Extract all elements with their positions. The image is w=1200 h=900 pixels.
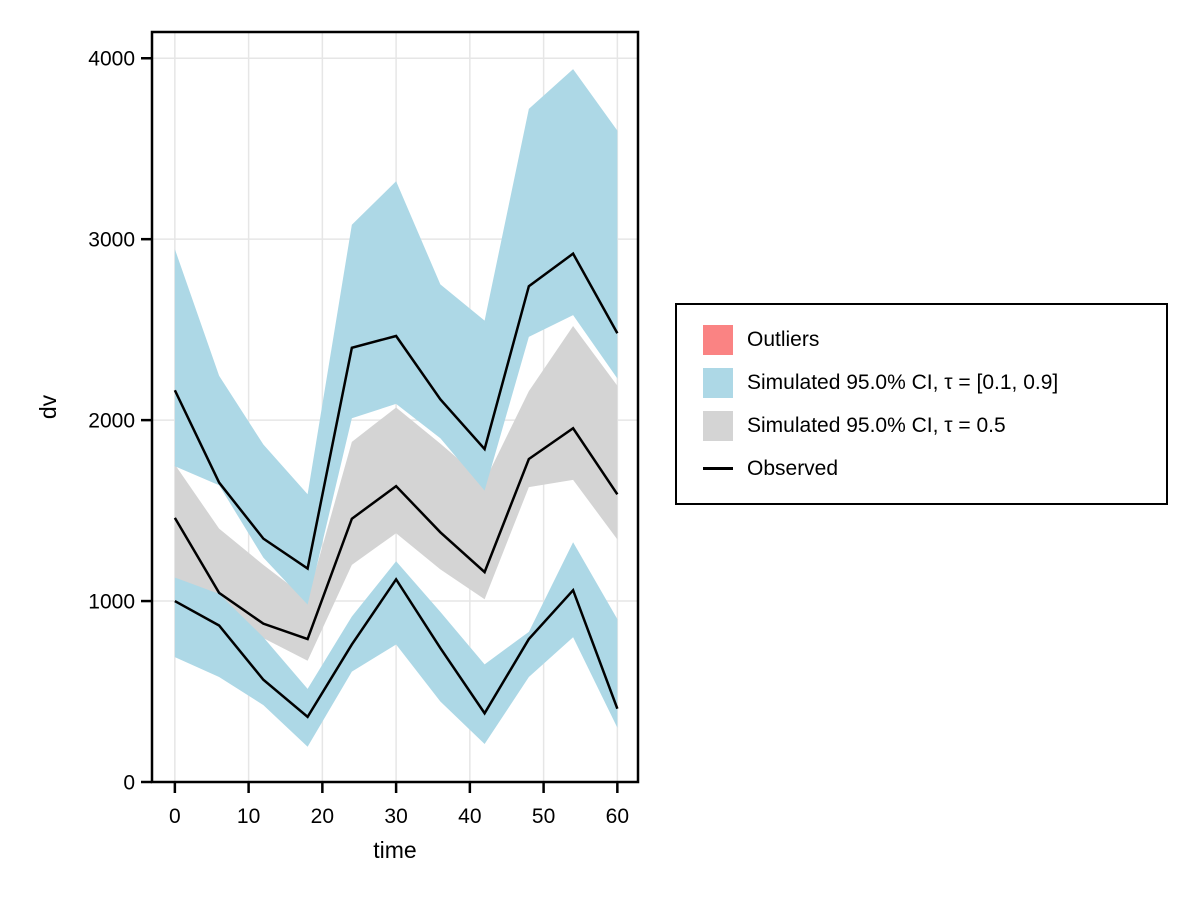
simulated-ci-outer-band-swatch xyxy=(703,367,733,398)
legend-label-simulated-ci-median: Simulated 95.0% CI, τ = 0.5 xyxy=(747,413,1006,437)
x-tick-label: 50 xyxy=(532,805,555,828)
observed-line-swatch xyxy=(703,467,733,470)
simulated-ci-median-band-swatch xyxy=(703,410,733,441)
observed-quantile-0.1-line xyxy=(174,577,619,719)
observed-quantile-0.5-line xyxy=(173,426,619,641)
legend-label-observed: Observed xyxy=(747,456,839,480)
legend-label-outliers: Outliers xyxy=(747,327,820,351)
legend-item-outliers: Outliers xyxy=(703,323,1166,356)
y-tick-label: 4000 xyxy=(88,48,135,71)
simulated-ci-tau-0.1-band xyxy=(174,542,618,747)
legend-item-simulated-ci-outer: Simulated 95.0% CI, τ = [0.1, 0.9] xyxy=(703,366,1166,399)
x-tick-label: 0 xyxy=(169,805,181,828)
legend: Outliers Simulated 95.0% CI, τ = [0.1, 0… xyxy=(675,303,1168,505)
x-tick-label: 30 xyxy=(384,805,407,828)
observed-quantile-0.9-line xyxy=(173,251,619,571)
legend-item-observed: Observed xyxy=(703,452,1166,485)
y-tick-label: 1000 xyxy=(88,591,135,614)
x-tick-label: 20 xyxy=(311,805,334,828)
x-tick-label: 60 xyxy=(606,805,629,828)
x-tick-label: 40 xyxy=(458,805,481,828)
x-tick-label: 10 xyxy=(237,805,260,828)
outliers-band-swatch xyxy=(703,324,733,355)
legend-item-simulated-ci-median: Simulated 95.0% CI, τ = 0.5 xyxy=(703,409,1166,442)
y-tick-label: 0 xyxy=(123,772,135,795)
y-tick-label: 3000 xyxy=(88,229,135,252)
y-tick-label: 2000 xyxy=(88,410,135,433)
legend-label-simulated-ci-outer: Simulated 95.0% CI, τ = [0.1, 0.9] xyxy=(747,370,1059,394)
simulated-ci-tau-0.5-band xyxy=(174,326,618,661)
